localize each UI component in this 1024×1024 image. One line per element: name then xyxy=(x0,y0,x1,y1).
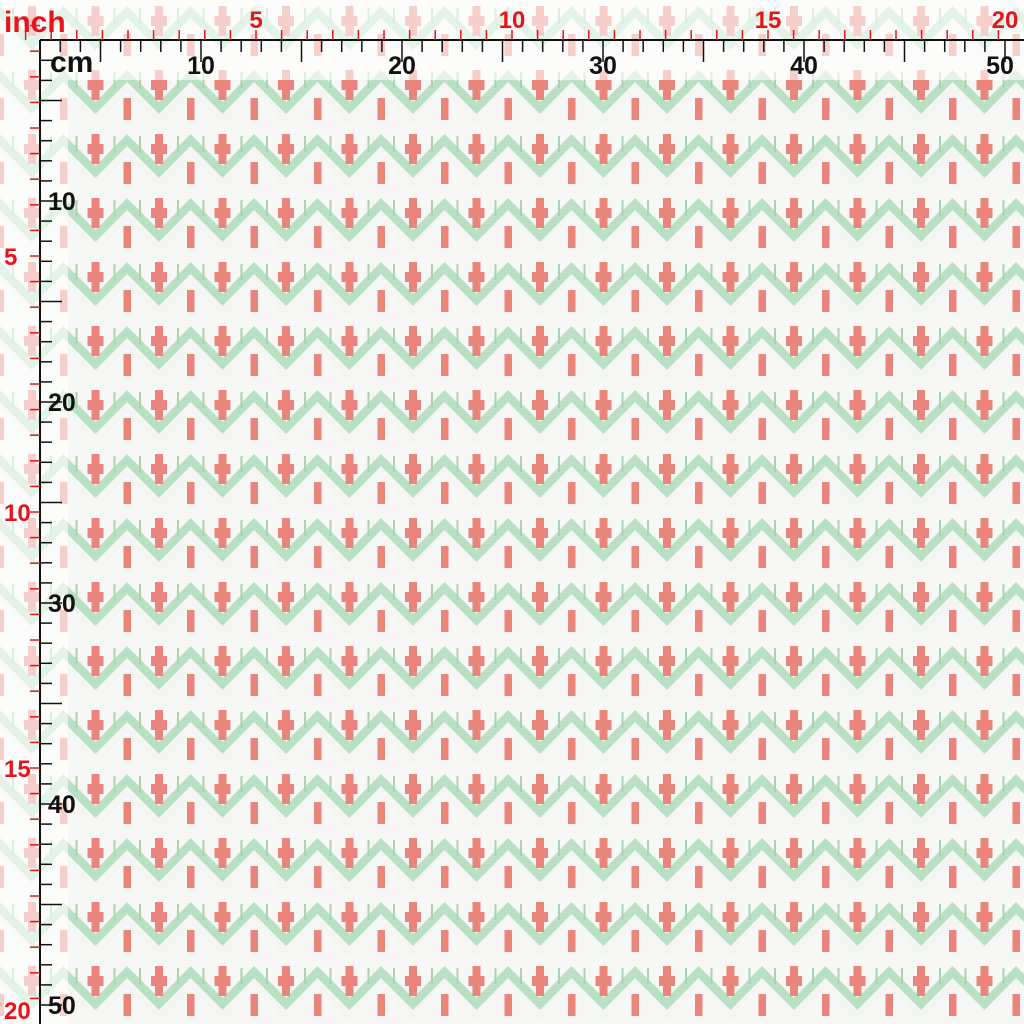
cm-top-label: 50 xyxy=(986,52,1014,80)
cm-left-label: 40 xyxy=(48,791,76,819)
inch-left-label: 5 xyxy=(4,244,17,271)
inch-unit-label: inch xyxy=(4,6,66,39)
cm-top-label: 30 xyxy=(589,52,617,80)
cm-top-label: 20 xyxy=(388,52,416,80)
cm-unit-label: cm xyxy=(50,46,93,79)
inch-top-label: 5 xyxy=(249,7,262,34)
cm-left-label: 50 xyxy=(48,992,76,1020)
inch-top-label: 20 xyxy=(992,7,1019,34)
cm-top-label: 40 xyxy=(790,52,818,80)
cm-left-label: 10 xyxy=(48,188,76,216)
inch-top-label: 10 xyxy=(499,7,526,34)
inch-left-label: 15 xyxy=(4,756,31,783)
inch-left-label: 20 xyxy=(4,998,31,1024)
cm-top-label: 10 xyxy=(187,52,215,80)
inch-top-label: 15 xyxy=(755,7,782,34)
left-ruler-band xyxy=(0,80,68,1024)
cm-left-label: 20 xyxy=(48,389,76,417)
cm-left-label: 30 xyxy=(48,590,76,618)
inch-left-label: 10 xyxy=(4,500,31,527)
